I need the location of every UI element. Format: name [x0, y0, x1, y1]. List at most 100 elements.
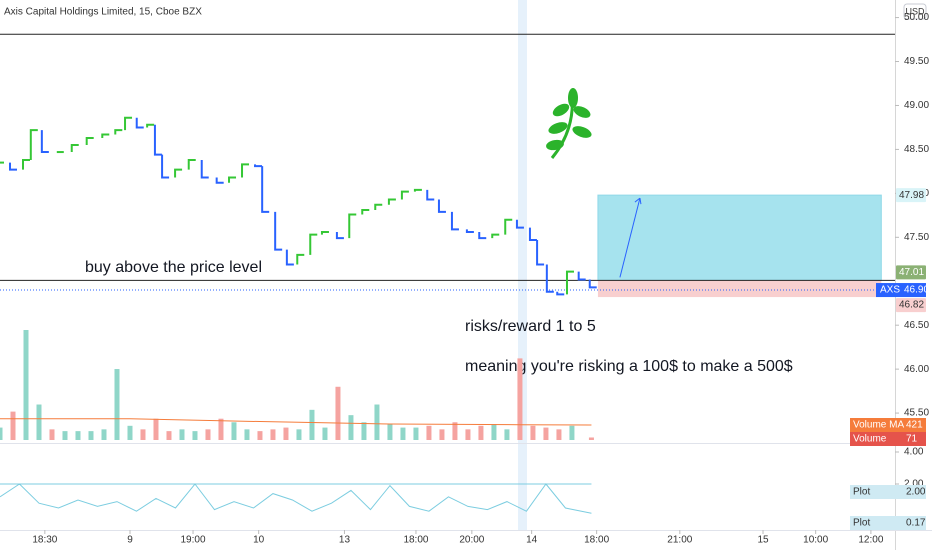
- last-price-box: [876, 283, 926, 298]
- x-tick-label: 10:00: [803, 535, 828, 546]
- volume-bar: [75, 431, 81, 440]
- volume-bar: [88, 431, 94, 440]
- last-price-label: AXS: [880, 285, 900, 296]
- volume-bar: [127, 425, 133, 440]
- y-tick-label: 50.00: [904, 12, 929, 23]
- leaf-icon: [546, 88, 592, 159]
- volume-bar: [348, 415, 354, 440]
- price-bar: [153, 124, 162, 156]
- chart-title: Axis Capital Holdings Limited, 15, Cboe …: [4, 7, 202, 18]
- volume-bar: [166, 431, 172, 440]
- currency-box[interactable]: [903, 3, 927, 20]
- price-bar: [400, 190, 409, 200]
- stop-zone: [597, 280, 882, 298]
- x-tick-label: 18:00: [403, 535, 428, 546]
- volume-legend-value: 71: [906, 434, 918, 445]
- volume-bar: [400, 427, 406, 440]
- price-bar: [413, 188, 422, 192]
- volume-bar: [62, 431, 68, 440]
- volume-bar: [413, 427, 419, 440]
- x-tick-label: 19:00: [181, 535, 206, 546]
- price-bar: [577, 271, 586, 281]
- volume-bar: [543, 427, 549, 440]
- y-tick-label: 49.00: [904, 100, 929, 111]
- price-bar: [261, 166, 270, 213]
- volume-bar: [192, 431, 198, 440]
- volume-ma-legend-value: 421: [906, 420, 923, 431]
- volume-bar: [335, 386, 341, 440]
- plot-legend-name: Plot: [853, 487, 870, 498]
- price-bar: [285, 249, 294, 266]
- price-bar: [491, 233, 500, 239]
- price-bar: [85, 136, 94, 146]
- price-bar: [374, 203, 383, 211]
- y-tick-label: 46.00: [904, 364, 929, 375]
- arrow-head: [634, 197, 642, 205]
- x-tick-label: 10: [253, 535, 265, 546]
- volume-bar: [10, 411, 16, 440]
- volume-legend-name: Volume: [853, 434, 887, 445]
- volume-bar: [517, 358, 523, 440]
- price-bar: [124, 116, 133, 131]
- volume-bar: [283, 427, 289, 440]
- last-price-label: 46.90: [904, 285, 929, 296]
- price-bar: [161, 154, 170, 179]
- price-bar: [335, 232, 344, 240]
- volume-bar: [530, 425, 536, 440]
- volume-bar: [426, 425, 432, 440]
- price-bar: [361, 209, 370, 215]
- volume-ma-legend-box: [850, 418, 926, 432]
- price-bar: [70, 144, 79, 153]
- price-bar: [114, 129, 123, 135]
- annotation: meaning you're risking a 100$ to make a …: [465, 358, 793, 375]
- volume-bar: [491, 424, 497, 440]
- price-bar: [478, 232, 487, 240]
- currency[interactable]: USD: [905, 6, 925, 16]
- volume-bar: [218, 418, 224, 440]
- profit-zone: [597, 194, 882, 281]
- price-bar: [545, 264, 554, 293]
- price-bar: [135, 117, 144, 129]
- x-tick-label: 18:00: [584, 535, 609, 546]
- price-bar: [274, 211, 283, 251]
- price-bar: [228, 176, 237, 183]
- price-bar: [320, 231, 329, 235]
- volume-bar: [140, 429, 146, 440]
- volume-bar: [101, 429, 107, 440]
- price-bar: [437, 199, 446, 213]
- plot-line: [0, 483, 592, 514]
- target-arrow: [619, 197, 641, 278]
- price-bar: [29, 129, 38, 160]
- volume-bar: [309, 409, 315, 440]
- volume-bar: [556, 429, 562, 440]
- price-bar: [187, 158, 196, 170]
- volume-bar: [36, 404, 42, 440]
- price-bar: [387, 198, 396, 205]
- price-bar: [200, 159, 209, 179]
- x-tick-label: 9: [127, 535, 133, 546]
- y-tick-label: 2.00: [904, 479, 924, 490]
- price-bar: [309, 233, 318, 255]
- x-tick-label: 20:00: [459, 535, 484, 546]
- volume-bar: [569, 425, 575, 440]
- price-bar: [101, 133, 110, 138]
- volume-bar: [0, 427, 3, 440]
- volume-bar: [296, 429, 302, 440]
- price-bar: [215, 177, 224, 184]
- annotation: risks/reward 1 to 5: [465, 318, 596, 335]
- volume-bar: [257, 431, 263, 440]
- plot-legend-box: [850, 516, 926, 530]
- x-tick-label: 18:30: [32, 535, 57, 546]
- price-bar: [536, 239, 545, 266]
- volume-bar: [374, 404, 380, 440]
- volume-bar: [114, 369, 120, 440]
- volume-legend-box: [850, 432, 926, 446]
- volume-bar: [439, 429, 445, 440]
- price-bar: [426, 189, 435, 201]
- price-bar: [241, 163, 250, 178]
- volume-bar: [322, 427, 328, 440]
- plot-legend-value: 2.00: [906, 487, 926, 498]
- target-label: 47.98: [899, 190, 924, 201]
- price-bar: [565, 270, 574, 295]
- target-label-box: [896, 188, 926, 203]
